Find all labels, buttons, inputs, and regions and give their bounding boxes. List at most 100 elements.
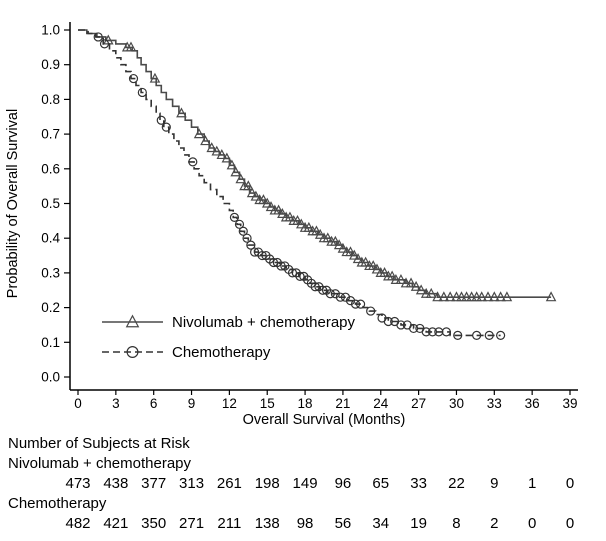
triangle-censor-marker [420,287,432,298]
risk-table: Number of Subjects at Risk Nivolumab + ch… [8,435,574,532]
triangle-censor-marker [360,256,371,267]
y-axis-label: Probability of Overall Survival [5,109,21,298]
risk-table-title: Number of Subjects at Risk [8,435,190,452]
circle-censor-marker [496,330,506,340]
circle-censor-marker [156,115,166,125]
y-tick-label: 0.8 [41,92,60,107]
triangle-censor-marker [314,228,326,239]
risk-count: 0 [566,515,574,532]
circle-censor-marker [427,327,438,337]
circle-censor-marker [268,257,279,268]
triangle-censor-marker [243,180,254,191]
circle-censor-marker [238,226,248,236]
circle-censor-marker [408,323,419,334]
triangle-censor-marker [246,187,258,198]
risk-count: 56 [335,515,352,532]
x-tick-label: 15 [260,396,275,411]
triangle-censor-marker [149,72,161,83]
triangle-censor-marker [438,291,450,302]
triangle-censor-marker [466,291,477,302]
triangle-censor-marker [250,190,262,201]
risk-count: 34 [372,515,389,532]
circle-censor-marker [441,327,451,337]
risk-count: 1 [528,475,536,492]
triangle-censor-marker [482,291,494,302]
triangle-censor-marker [451,291,462,302]
risk-row-label: Chemotherapy [8,495,107,512]
risk-count: 350 [141,515,166,532]
triangle-censor-marker [461,291,472,302]
triangle-censor-marker [235,173,247,184]
x-tick-label: 0 [74,396,82,411]
triangle-censor-marker [333,239,345,250]
risk-count: 149 [293,475,318,492]
triangle-censor-marker [345,246,356,257]
circle-censor-marker [310,282,320,292]
circle-censor-marker [350,299,361,309]
circle-censor-marker [188,157,198,167]
plot-area: 0.00.10.20.30.40.50.60.70.80.91.00 3 6 9 12 1… [5,22,578,428]
y-tick-label: 0.6 [41,161,60,176]
x-tick-label: 24 [373,396,389,411]
risk-count: 96 [335,475,352,492]
triangle-censor-marker [476,291,487,302]
triangle-censor-marker [501,291,513,302]
circle-censor-marker [257,250,267,261]
triangle-censor-marker [200,135,211,146]
x-axis-label: Overall Survival (Months) [243,412,406,428]
risk-count: 19 [410,515,427,532]
circle-censor-marker [242,233,252,243]
risk-count: 271 [179,515,204,532]
risk-row-label: Nivolumab + chemotherapy [8,455,192,472]
circle-censor-marker [246,240,256,250]
triangle-censor-marker [471,291,482,302]
y-tick-label: 0.1 [41,335,60,350]
triangle-censor-marker [371,263,383,274]
triangle-censor-marker [176,107,187,118]
x-tick-label: 27 [411,396,426,411]
triangle-censor-marker [395,273,407,284]
triangle-censor-marker [226,159,238,170]
x-tick-label: 36 [525,396,540,411]
triangle-censor-marker [348,249,360,260]
circle-censor-marker [276,261,286,271]
y-tick-label: 0.3 [41,265,60,280]
triangle-censor-marker [330,235,341,246]
risk-count: 33 [410,475,427,492]
y-tick-label: 0.5 [41,196,60,211]
circle-censor-marker [396,320,406,330]
series-nivolumab-chemotherapy [78,29,557,302]
risk-count: 261 [217,475,242,492]
series-step-line [78,29,501,337]
triangle-censor-marker [410,280,422,291]
triangle-censor-marker [295,218,307,229]
circle-censor-marker [335,292,345,302]
circle-censor-marker [250,247,260,257]
circle-censor-marker [229,212,240,222]
risk-count: 482 [65,515,90,532]
triangle-censor-marker [303,221,315,232]
y-tick-label: 0.7 [41,127,60,142]
triangle-censor-marker [230,166,241,177]
x-tick-label: 3 [112,396,120,411]
triangle-censor-marker [337,242,349,253]
risk-count: 9 [490,475,498,492]
triangle-censor-marker [292,214,303,225]
triangle-censor-marker [386,270,398,281]
circle-censor-marker [453,330,463,340]
x-tick-label: 30 [449,396,464,411]
triangle-censor-marker [400,277,412,288]
x-tick-label: 21 [335,396,350,411]
legend-label: Chemotherapy [172,344,271,361]
triangle-censor-marker [261,197,273,208]
legend: Nivolumab + chemotherapy Chemotherapy [102,314,356,361]
circle-censor-marker [318,285,328,295]
x-tick-label: 12 [222,396,237,411]
circle-censor-marker [287,268,298,278]
circle-censor-marker [421,327,431,337]
triangle-censor-marker [444,291,456,302]
triangle-censor-marker [495,291,506,302]
risk-count: 22 [448,475,465,492]
triangle-censor-marker [125,41,137,52]
